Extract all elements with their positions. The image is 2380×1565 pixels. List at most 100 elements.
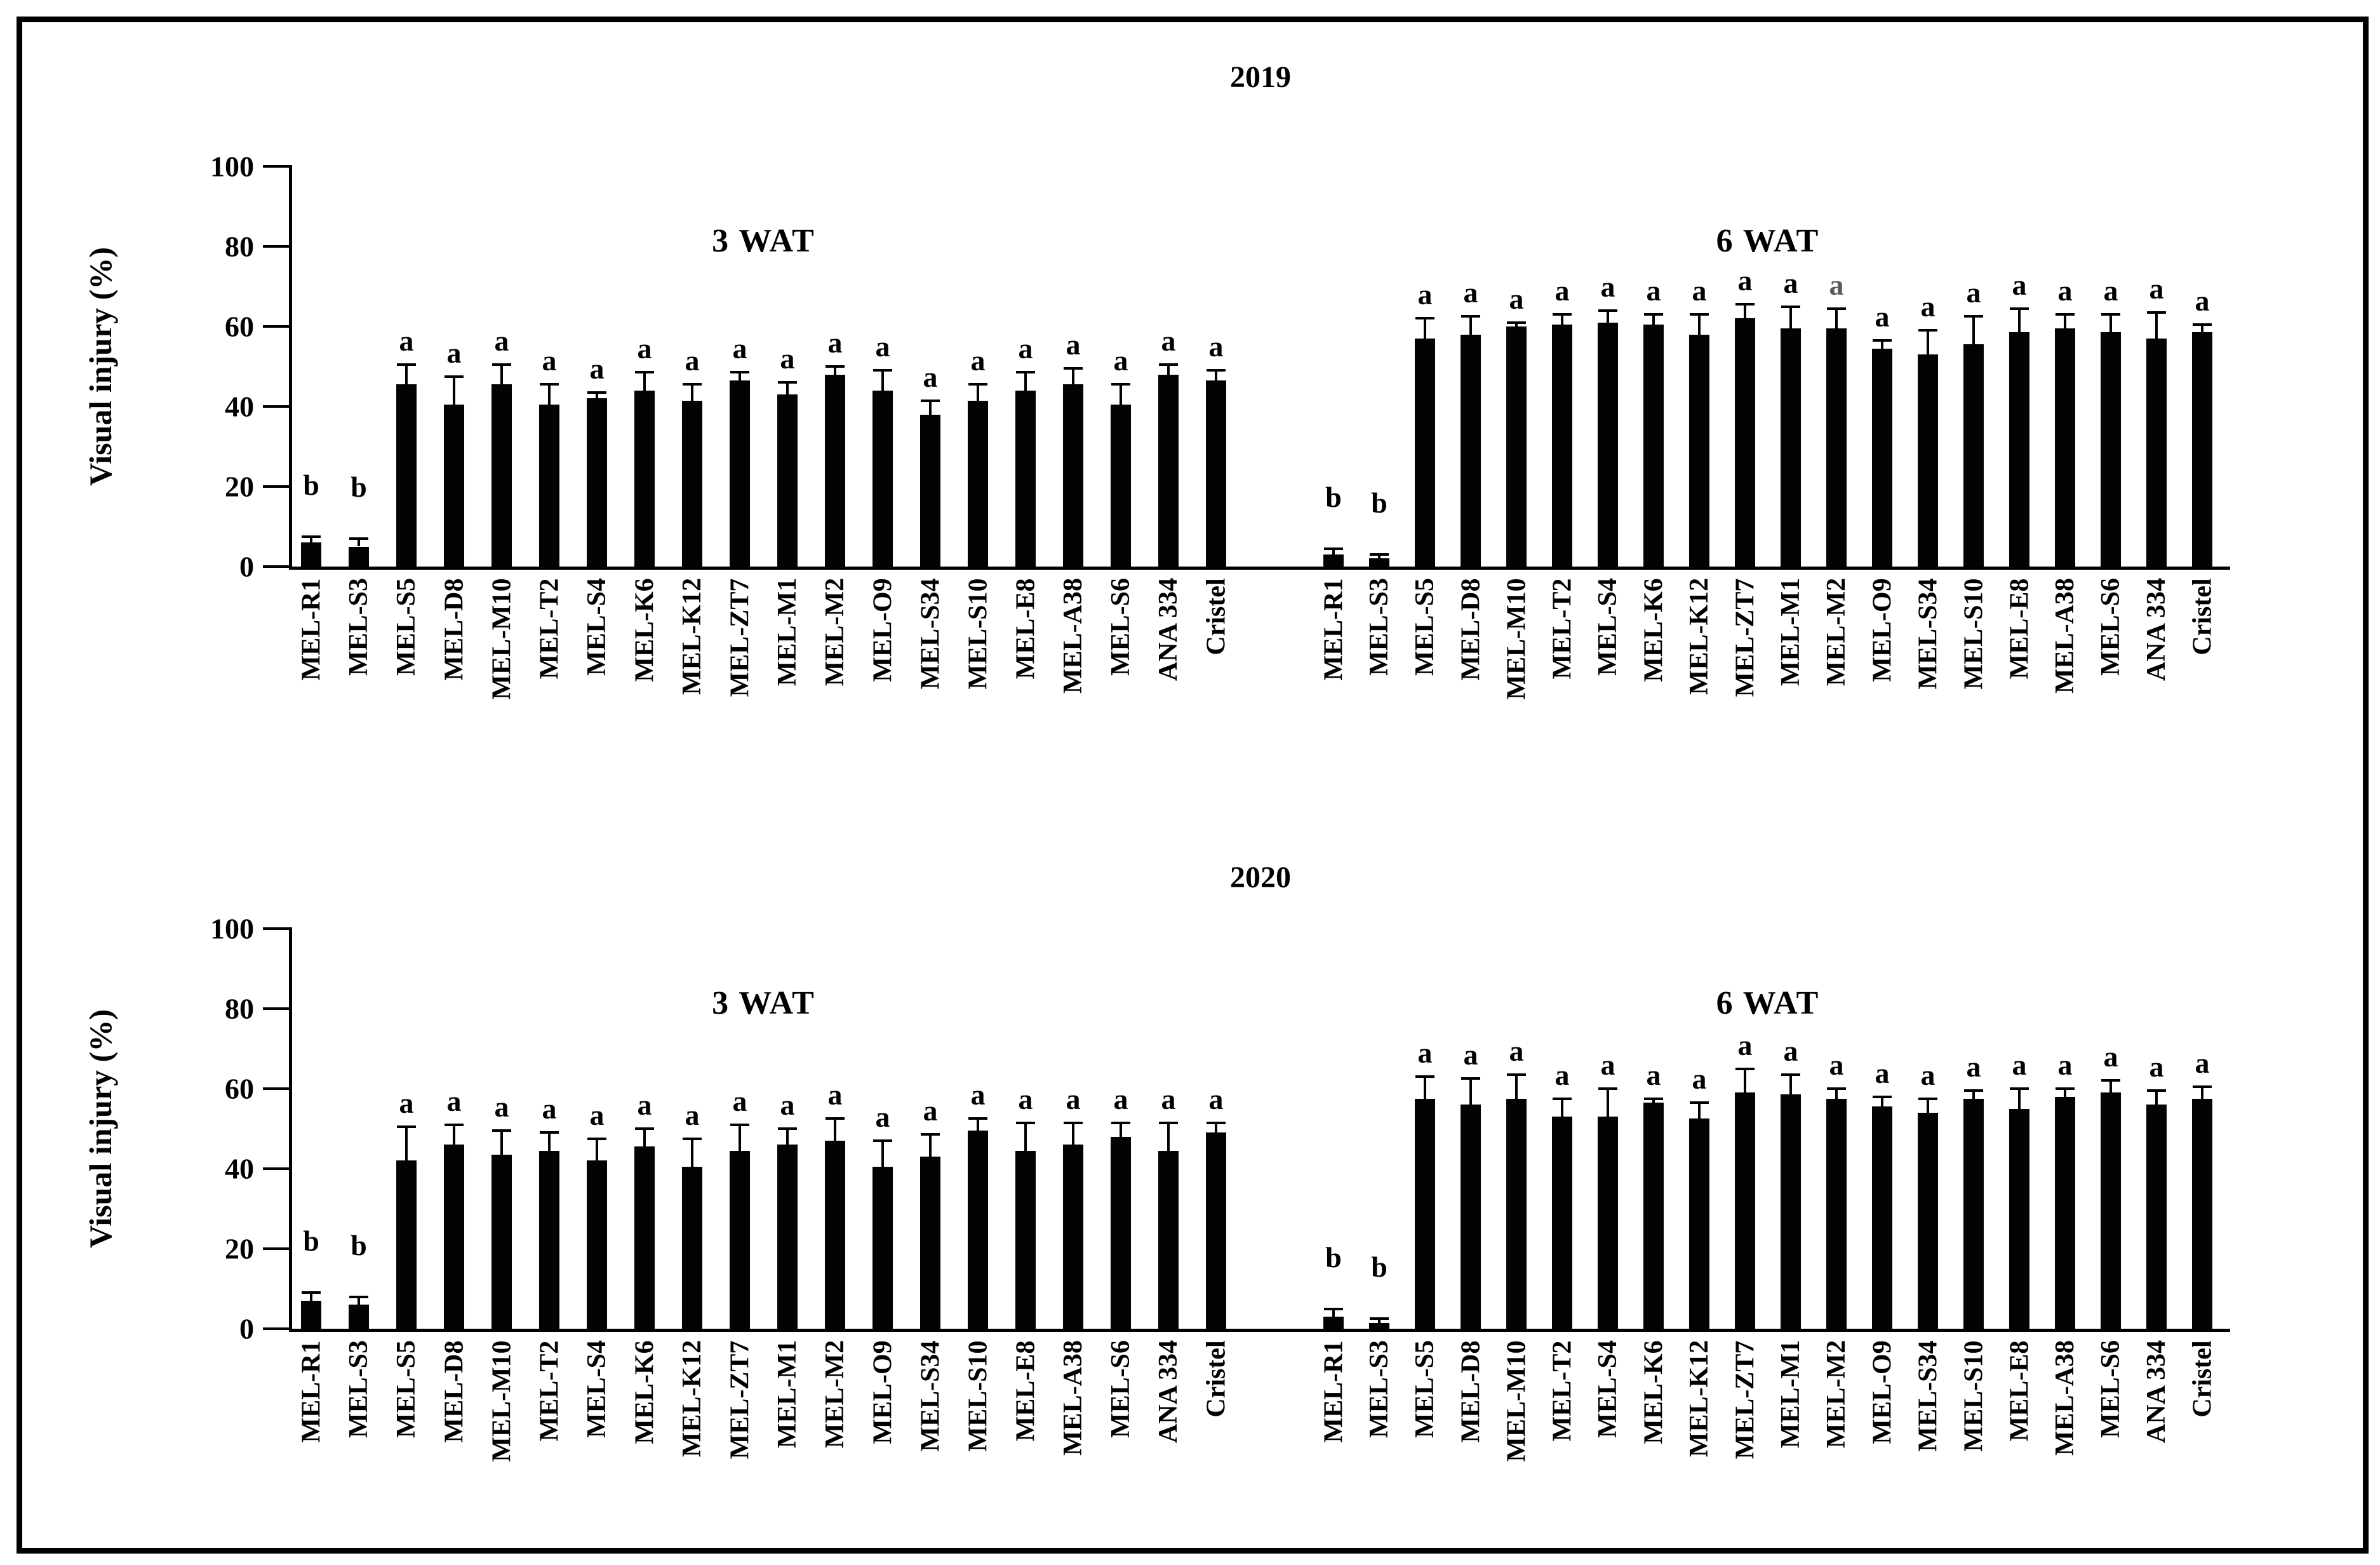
- sig-letter-MEL-S4: a: [1600, 1049, 1615, 1081]
- x-label-MEL-K12: MEL-K12: [1685, 577, 1715, 695]
- bar-MEL-S10: [968, 1131, 988, 1329]
- sig-letter-Cristel: a: [1208, 330, 1224, 363]
- bar-MEL-T2: [539, 404, 559, 567]
- bar-MEL-D8: [444, 1145, 464, 1329]
- error-whisker-MEL-T2: [548, 1132, 551, 1151]
- sig-letter-MEL-K6: a: [1646, 1058, 1661, 1091]
- error-cap-MEL-S34: [1918, 1097, 1937, 1100]
- error-whisker-MEL-K12: [691, 1138, 693, 1167]
- error-cap-Cristel: [1207, 1121, 1226, 1124]
- x-label-MEL-D8: MEL-D8: [1456, 1340, 1485, 1442]
- sig-letter-MEL-T2: a: [542, 344, 557, 377]
- x-label-MEL-E8: MEL-E8: [1010, 578, 1040, 679]
- x-label-MEL-S10: MEL-S10: [963, 577, 993, 690]
- bar-MEL-E8: [2009, 1108, 2029, 1329]
- sig-letter-ANA 334: a: [1161, 324, 1176, 357]
- error-cap-MEL-M1: [1781, 305, 1800, 308]
- sig-letter-MEL-O9: a: [1875, 300, 1890, 333]
- figure-frame: [17, 17, 2369, 1554]
- sig-letter-MEL-S34: a: [1920, 1058, 1935, 1091]
- x-label-MEL-A38: MEL-A38: [1059, 1340, 1088, 1456]
- bar-MEL-S6: [1111, 404, 1131, 567]
- bar-MEL-A38: [1063, 384, 1083, 567]
- error-cap-MEL-ZT7: [730, 1123, 749, 1126]
- sig-letter-MEL-S34: a: [1920, 290, 1935, 323]
- sig-letter-MEL-E8: a: [2012, 268, 2027, 301]
- bar-MEL-S10: [968, 400, 988, 567]
- bar-MEL-S3: [1369, 558, 1389, 567]
- y-tick-label-60: 60: [225, 1072, 254, 1105]
- x-label-MEL-D8: MEL-D8: [439, 578, 469, 680]
- x-label-MEL-M10: MEL-M10: [1502, 1340, 1532, 1462]
- error-whisker-MEL-S5: [1424, 1077, 1426, 1099]
- sig-letter-MEL-S4: a: [589, 1098, 605, 1131]
- error-whisker-MEL-T2: [548, 384, 551, 405]
- error-whisker-MEL-O9: [1881, 340, 1883, 349]
- y-tick-100: [263, 165, 291, 168]
- bar-MEL-M2: [1826, 328, 1847, 567]
- y-tick-20: [263, 485, 291, 488]
- x-label-MEL-T2: MEL-T2: [534, 1340, 564, 1441]
- x-label-MEL-A38: MEL-A38: [2050, 1340, 2080, 1456]
- error-whisker-ANA 334: [2155, 1091, 2158, 1105]
- x-label-MEL-S4: MEL-S4: [1593, 577, 1623, 676]
- bar-MEL-M2: [1826, 1098, 1847, 1329]
- error-whisker-MEL-M10: [1515, 322, 1518, 326]
- sig-letter-MEL-T2: a: [542, 1092, 557, 1125]
- bar-MEL-R1: [301, 542, 321, 567]
- sig-letter-MEL-K12: a: [685, 1098, 700, 1131]
- error-cap-MEL-S10: [968, 1117, 987, 1120]
- x-axis-line: [289, 1329, 2230, 1332]
- bar-MEL-S5: [396, 1160, 417, 1329]
- error-cap-MEL-E8: [1016, 371, 1035, 374]
- error-whisker-MEL-O9: [1881, 1096, 1883, 1107]
- bar-MEL-D8: [1461, 1105, 1481, 1329]
- error-whisker-MEL-A38: [1072, 368, 1074, 385]
- error-whisker-MEL-M10: [500, 364, 503, 385]
- sig-letter-Cristel: a: [2195, 284, 2210, 317]
- x-label-MEL-O9: MEL-O9: [868, 577, 898, 682]
- sig-letter-MEL-O9: a: [875, 330, 890, 363]
- bar-MEL-S5: [396, 384, 417, 567]
- error-cap-MEL-E8: [2010, 1087, 2029, 1090]
- x-label-MEL-K12: MEL-K12: [678, 577, 707, 695]
- x-label-MEL-D8: MEL-D8: [1456, 578, 1485, 680]
- bar-MEL-K12: [682, 1166, 702, 1329]
- error-whisker-MEL-S6: [2109, 314, 2112, 333]
- bar-MEL-S34: [1918, 354, 1938, 567]
- bar-MEL-A38: [2055, 328, 2075, 567]
- error-whisker-MEL-E8: [2018, 1089, 2021, 1109]
- error-cap-MEL-O9: [873, 369, 892, 372]
- bar-MEL-S10: [1963, 1098, 1984, 1329]
- y-tick-label-60: 60: [225, 310, 254, 343]
- bar-MEL-R1: [1323, 554, 1344, 567]
- sig-letter-MEL-S5: a: [1417, 278, 1433, 311]
- bar-MEL-ZT7: [730, 1150, 750, 1329]
- x-label-ANA 334: ANA 334: [2142, 577, 2172, 682]
- sig-letter-MEL-S6: a: [1113, 1082, 1128, 1115]
- error-cap-MEL-S34: [921, 399, 940, 402]
- x-label-MEL-S3: MEL-S3: [1365, 577, 1394, 676]
- x-label-MEL-E8: MEL-E8: [2004, 1340, 2034, 1441]
- bar-MEL-S4: [587, 1160, 607, 1329]
- error-cap-MEL-S3: [349, 537, 368, 540]
- bar-MEL-S4: [1598, 1117, 1618, 1329]
- x-label-MEL-S3: MEL-S3: [344, 1340, 374, 1439]
- sig-letter-MEL-E8: a: [2012, 1049, 2027, 1081]
- bar-Cristel: [1206, 380, 1226, 567]
- error-cap-MEL-R1: [302, 1291, 321, 1294]
- bar-MEL-O9: [1872, 1106, 1892, 1329]
- error-whisker-MEL-M10: [500, 1131, 503, 1155]
- sig-letter-MEL-ZT7: a: [732, 1084, 747, 1117]
- error-whisker-MEL-M2: [834, 366, 836, 375]
- sig-letter-MEL-M2: a: [827, 326, 843, 359]
- panel-title-2020: 2020: [1230, 861, 1291, 894]
- error-cap-MEL-A38: [2056, 313, 2075, 316]
- error-whisker-Cristel: [1215, 370, 1217, 381]
- y-tick-label-20: 20: [225, 470, 254, 503]
- error-cap-MEL-D8: [1461, 315, 1480, 318]
- error-cap-MEL-S3: [349, 1295, 368, 1298]
- x-label-MEL-K6: MEL-K6: [630, 577, 660, 682]
- error-cap-MEL-K6: [1644, 313, 1663, 316]
- sig-letter-MEL-K12: a: [1692, 1063, 1707, 1096]
